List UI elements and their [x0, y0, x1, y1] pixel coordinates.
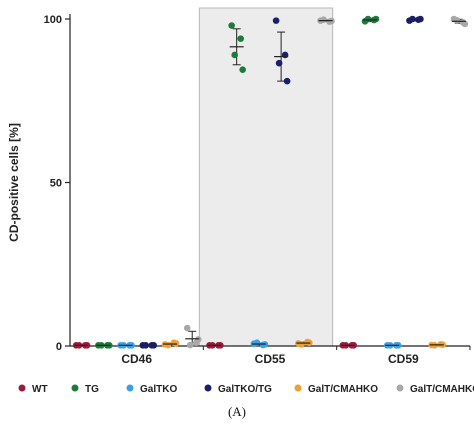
x-category-label: CD46 [121, 352, 152, 366]
data-point [372, 15, 380, 23]
data-point [228, 22, 235, 29]
data-point [164, 341, 172, 349]
legend: WT TG GalTKO GalTKO/TG GalT/CMAHKO GalT/CMAHK… [18, 384, 474, 395]
data-point [275, 59, 283, 67]
y-tick-label: 100 [44, 14, 62, 26]
data-point [298, 341, 305, 348]
legend-label: WT [32, 384, 48, 395]
data-point [453, 17, 461, 24]
y-tick-label: 0 [56, 341, 62, 353]
data-point [172, 340, 180, 347]
data-point [409, 15, 416, 23]
legend-label: GalTKO [140, 384, 177, 395]
legend-marker [71, 384, 79, 392]
legend-marker [18, 384, 26, 392]
axes [69, 14, 470, 347]
data-point [283, 77, 291, 85]
legend-marker [294, 384, 302, 392]
legend-label: GalT/CMAHKO/TG [410, 384, 474, 395]
legend-marker [396, 384, 404, 392]
data-marks [72, 15, 469, 349]
data-point [253, 339, 261, 347]
data-point [320, 16, 327, 23]
legend-marker [204, 384, 212, 392]
data-point [272, 17, 280, 24]
data-point [281, 51, 289, 59]
data-point [194, 336, 202, 343]
data-point [239, 66, 246, 73]
data-point [461, 20, 469, 28]
legend-marker [126, 384, 134, 392]
data-point [183, 324, 191, 332]
data-point [237, 35, 244, 42]
x-category-label: CD55 [255, 352, 286, 366]
legend-label: TG [85, 384, 99, 395]
figure-label: (A) [227, 404, 247, 419]
legend-label: GalTKO/TG [218, 384, 272, 395]
y-axis-label: CD-positive cells [%] [7, 123, 21, 242]
data-point [417, 15, 424, 23]
data-point [364, 15, 372, 23]
x-axis-categories: CD46 CD55 CD59 [121, 346, 471, 366]
y-axis-ticks: 0 50 100 [44, 14, 70, 353]
data-point [186, 341, 194, 349]
cd55-highlight-band [198, 7, 334, 347]
y-tick-label: 50 [50, 178, 62, 190]
data-point [231, 51, 238, 59]
x-category-label: CD59 [388, 352, 419, 366]
legend-label: GalT/CMAHKO [308, 384, 378, 395]
